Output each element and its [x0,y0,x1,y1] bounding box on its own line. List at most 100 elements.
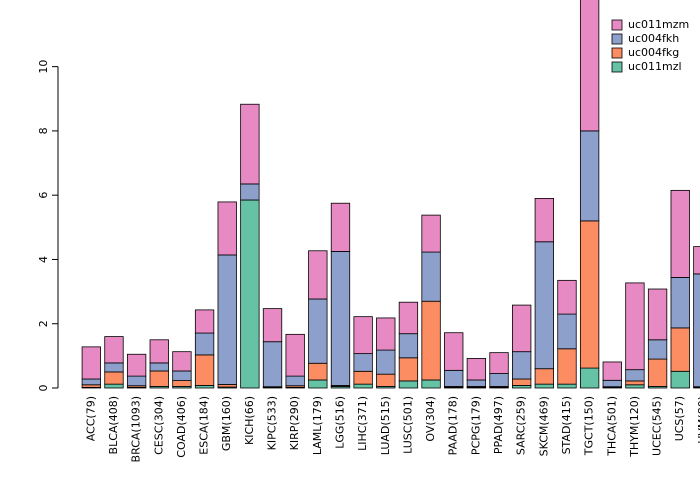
bar-uc004fkg [579,220,600,369]
x-tick-label: THYM(120) [628,396,641,458]
legend-label-uc004fkh: uc004fkh [628,32,679,45]
bar-uc004fkh [104,362,124,373]
bar-uc004fkh [81,378,101,386]
bar-uc004fkh [149,362,169,372]
bar-uc011mzm [534,197,554,243]
legend-label-uc011mzl: uc011mzl [628,60,682,73]
bar-uc011mzl [104,383,124,389]
x-tick-label: PAAD(178) [447,396,460,455]
y-tick-label: 10 [37,60,50,74]
bar-uc011mzm [376,317,396,351]
bar-uc011mzm [444,332,464,371]
x-tick-label: KIPC(533) [266,396,279,450]
bar-uc004fkg [104,371,124,385]
x-tick-label: THCA(501) [605,396,618,457]
bar-uc004fkh [670,277,690,329]
y-tick-label: 2 [37,320,50,327]
x-tick-label: KIRP(290) [288,396,301,450]
x-tick-label: LIHC(371) [356,396,369,451]
x-tick-label: COAD(406) [175,396,188,458]
bar-uc004fkh [647,339,668,360]
x-tick-label: BLCA(408) [107,396,120,454]
bar-uc011mzl [308,379,328,389]
x-tick-label: TGCT(150) [583,396,596,456]
bar-uc004fkg [376,373,396,387]
bar-uc011mzl [670,370,690,389]
x-tick-label: LUAD(515) [379,396,392,455]
legend-swatch-uc011mzm [611,19,623,31]
y-tick-label: 4 [37,256,50,263]
bar-uc004fkh [194,332,215,356]
bars-group [81,0,700,389]
bar-uc004fkh [557,313,577,350]
bar-uc011mzm [240,103,260,185]
legend-swatch-uc004fkg [611,47,623,59]
bar-uc011mzm [421,214,441,253]
bar-uc004fkh [534,241,554,370]
bar-uc004fkh [466,379,487,387]
bar-uc004fkh [353,353,373,372]
bar-uc004fkh [579,130,600,222]
x-tick-label: CESC(304) [152,396,165,455]
bar-uc011mzm [398,301,419,335]
bar-uc004fkg [512,378,532,386]
bar-uc011mzm [330,202,351,252]
bar-uc011mzl [421,379,441,389]
x-tick-label: KICH(66) [243,396,256,445]
bar-uc004fkg [421,300,441,381]
bar-uc011mzm [262,308,283,343]
bar-uc011mzl [625,384,645,389]
bar-uc004fkg [557,348,577,385]
bar-uc004fkh [285,375,305,387]
bar-uc011mzl [398,380,419,389]
bar-uc011mzm [104,336,124,364]
bar-uc004fkh [217,254,237,385]
bar-uc004fkh [240,183,260,201]
bar-uc004fkh [625,369,645,382]
bar-uc011mzl [534,383,554,389]
bar-uc004fkh [330,251,351,386]
y-tick-label: 8 [37,127,50,134]
bar-uc011mzm [693,246,700,275]
x-tick-label: LUSC(501) [401,396,414,454]
bar-uc011mzm [579,0,600,132]
bar-uc004fkh [693,273,700,388]
bar-uc011mzm [670,189,690,278]
bar-uc011mzl [353,383,373,389]
bar-uc004fkg [647,358,668,387]
x-tick-label: ACC(79) [84,396,97,441]
legend-label-uc004fkg: uc004fkg [628,46,679,59]
bar-uc004fkh [376,349,396,375]
bar-uc004fkh [602,379,622,388]
bar-uc004fkh [421,251,441,302]
x-tick-label: UCS(57) [673,396,686,441]
bar-uc004fkh [262,341,283,388]
bar-uc011mzm [81,346,101,380]
bar-uc011mzm [489,352,509,374]
bar-uc004fkh [512,351,532,380]
bar-uc011mzm [285,333,305,377]
y-tick-label: 0 [37,385,50,392]
x-tick-label: PCPG(179) [469,396,482,455]
bar-uc011mzm [557,279,577,315]
legend-label-uc011mzm: uc011mzm [628,18,689,31]
bar-uc011mzm [149,339,169,364]
bar-uc011mzm [308,250,328,300]
bar-uc011mzm [512,304,532,353]
bar-uc011mzm [126,353,147,377]
bar-uc004fkh [444,369,464,387]
x-tick-label: SARC(259) [515,396,528,455]
x-tick-label: ESCA(184) [198,396,211,455]
bar-uc004fkh [126,375,147,387]
bar-uc004fkg [670,327,690,372]
legend-swatch-uc004fkh [611,33,623,45]
bar-uc011mzm [602,361,622,381]
bar-uc011mzl [579,367,600,389]
bar-uc011mzm [647,288,668,341]
bar-uc004fkg [149,370,169,387]
x-tick-label: SKCM(469) [537,396,550,456]
bar-uc004fkg [172,380,192,387]
